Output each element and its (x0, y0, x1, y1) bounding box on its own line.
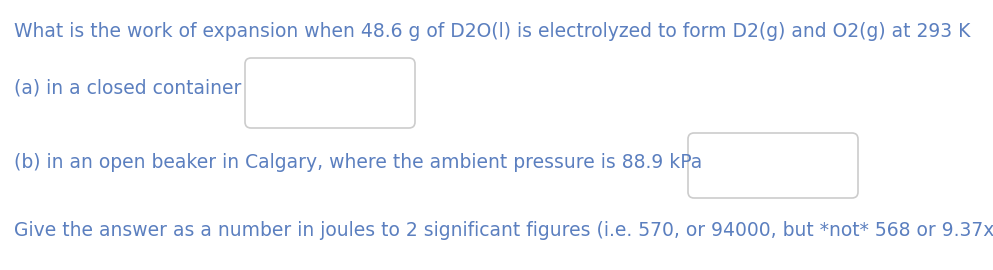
Text: (b) in an open beaker in Calgary, where the ambient pressure is 88.9 kPa: (b) in an open beaker in Calgary, where … (14, 154, 702, 173)
FancyBboxPatch shape (688, 133, 858, 198)
Text: (a) in a closed container: (a) in a closed container (14, 79, 241, 97)
FancyBboxPatch shape (245, 58, 415, 128)
Text: Give the answer as a number in joules to 2 significant figures (i.e. 570, or 940: Give the answer as a number in joules to… (14, 221, 993, 239)
Text: What is the work of expansion when 48.6 g of D2O(l) is electrolyzed to form D2(g: What is the work of expansion when 48.6 … (14, 22, 970, 41)
